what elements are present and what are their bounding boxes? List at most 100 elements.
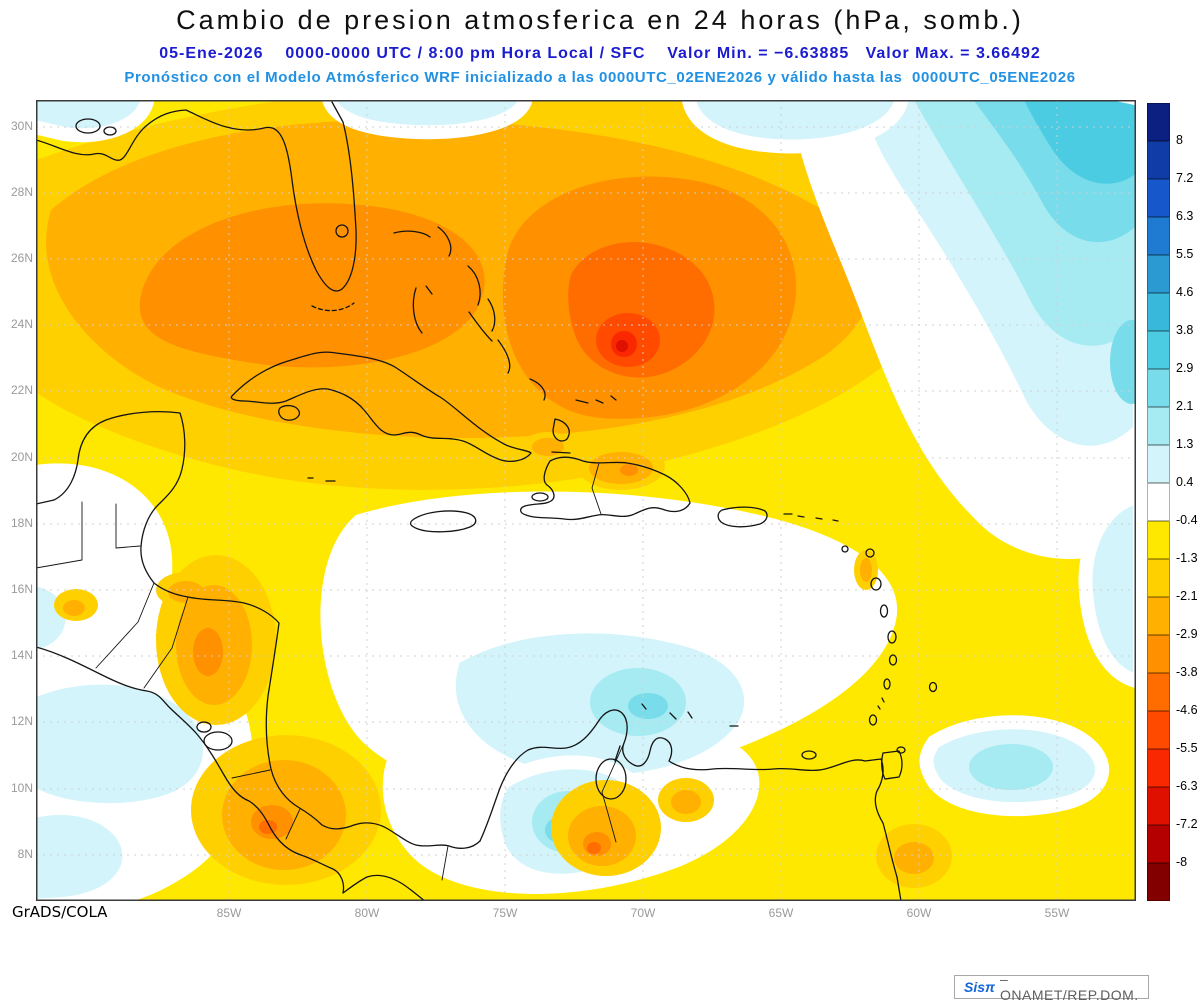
contour-minimum-core (596, 313, 660, 367)
colorbar-segment (1147, 749, 1170, 787)
lon-tick-label: 55W (1044, 906, 1070, 920)
lat-tick-label: 20N (10, 449, 33, 464)
colorbar-segment (1147, 597, 1170, 635)
coast-jamaica (409, 510, 477, 533)
lat-tick-label: 14N (10, 648, 33, 663)
lat-tick-label: 26N (10, 250, 33, 265)
colorbar-tick-label: 7.2 (1176, 171, 1194, 185)
forecast-map: Sisπ – ONAMET/REP.DOM. (36, 100, 1149, 1003)
colorbar-tick-label: 4.6 (1176, 285, 1194, 299)
colorbar-tick-label: 1.3 (1176, 437, 1194, 451)
colorbar-segment (1147, 559, 1170, 597)
colorbar-segment (1147, 407, 1170, 445)
coast-hispaniola (519, 456, 691, 521)
colorbar-segment (1147, 445, 1170, 483)
watermark-org: – ONAMET/REP.DOM. (999, 971, 1139, 1003)
coast-yucatan-central-america (36, 411, 481, 849)
lat-tick-label: 24N (10, 317, 33, 332)
colorbar-segment (1147, 179, 1170, 217)
lesser-antilles-arc (641, 545, 938, 760)
coast-gulf-florida (36, 101, 357, 292)
colorbar-tick-label: -2.9 (1176, 627, 1198, 641)
grads-credit: GrADS/COLA (12, 903, 108, 921)
page-title: Cambio de presion atmosferica en 24 hora… (176, 5, 1024, 35)
contour-maximum-core (1024, 100, 1136, 184)
lake-maracaibo (595, 758, 627, 800)
coast-puerto-rico (717, 506, 768, 528)
coast-south-america (479, 709, 902, 901)
virgin-islands (783, 513, 839, 522)
colorbar-tick-label: 2.9 (1176, 361, 1194, 375)
colorbar-segment (1147, 635, 1170, 673)
colorbar-tick-label: -6.3 (1176, 779, 1198, 793)
colorbar-segment (1147, 103, 1170, 141)
bahamas-islands (393, 226, 617, 442)
colorbar-segment (1147, 255, 1170, 293)
lon-tick-label: 80W (354, 906, 380, 920)
colorbar-tick-label: 3.8 (1176, 323, 1194, 337)
colorbar (1147, 103, 1170, 901)
colorbar-segment (1147, 787, 1170, 825)
lat-tick-label: 28N (10, 184, 33, 199)
colorbar-segment (1147, 331, 1170, 369)
lat-tick-label: 12N (10, 714, 33, 729)
colorbar-tick-label: 6.3 (1176, 209, 1194, 223)
colorbar-tick-label: -4.6 (1176, 703, 1198, 717)
subtitle-validity-minmax: 05-Ene-2026 0000-0000 UTC / 8:00 pm Hora… (159, 45, 1041, 62)
cayman-islands (307, 477, 336, 482)
colorbar-tick-label: -7.2 (1176, 817, 1198, 831)
lake-tl-2 (103, 126, 117, 136)
lat-tick-label: 8N (17, 846, 33, 861)
colorbar-tick-label: 8 (1176, 133, 1183, 147)
colorbar-segment (1147, 217, 1170, 255)
lake-managua (196, 721, 212, 733)
coast-pacific-central-america (36, 646, 426, 901)
lake-pontchartrain (75, 118, 101, 134)
grid-lines (36, 100, 1136, 901)
colorbar-segment (1147, 141, 1170, 179)
lake-nicaragua (203, 731, 233, 751)
lat-tick-label: 22N (10, 383, 33, 398)
country-borders (36, 501, 625, 881)
coastlines (36, 101, 938, 901)
colorbar-segment (1147, 293, 1170, 331)
maracaibo-channel (614, 745, 621, 762)
colorbar-segment (1147, 483, 1170, 521)
isle-of-youth (278, 404, 301, 421)
lon-tick-label: 60W (906, 906, 932, 920)
colorbar-segment (1147, 673, 1170, 711)
colorbar-segment (1147, 863, 1170, 901)
lon-tick-label: 70W (630, 906, 656, 920)
colorbar-tick-label: 0.4 (1176, 475, 1194, 489)
watermark-brand: Sisπ (964, 979, 995, 995)
colorbar-tick-label: -3.8 (1176, 665, 1198, 679)
colorbar-tick-label: 2.1 (1176, 399, 1194, 413)
haiti-dr-border (591, 462, 602, 515)
lat-tick-label: 30N (10, 118, 33, 133)
colorbar-segment (1147, 369, 1170, 407)
lat-tick-label: 18N (10, 515, 33, 530)
pressure-change-contour-plot (36, 100, 1136, 901)
lat-tick-label: 10N (10, 780, 33, 795)
lon-tick-label: 75W (492, 906, 518, 920)
coast-cuba (230, 351, 532, 462)
watermark-box: Sisπ – ONAMET/REP.DOM. (954, 971, 1149, 1003)
florida-keys (311, 302, 355, 312)
colorbar-segment (1147, 521, 1170, 559)
lon-tick-label: 85W (216, 906, 242, 920)
colorbar-tick-label: 5.5 (1176, 247, 1194, 261)
colorbar-tick-label: -5.5 (1176, 741, 1198, 755)
lat-tick-label: 16N (10, 581, 33, 596)
colorbar-segment (1147, 825, 1170, 863)
tortue-island (551, 451, 571, 454)
colorbar-tick-label: -0.4 (1176, 513, 1198, 527)
gonave-island (531, 492, 549, 502)
trinidad-island (881, 750, 903, 780)
colorbar-segment (1147, 711, 1170, 749)
colorbar-tick-label: -1.3 (1176, 551, 1198, 565)
lon-tick-label: 65W (768, 906, 794, 920)
lake-okeechobee (335, 224, 349, 238)
map-frame (36, 100, 1136, 901)
colorbar-tick-label: -8 (1176, 855, 1188, 869)
subtitle-model-info: Pronóstico con el Modelo Atmósferico WRF… (124, 69, 1076, 86)
